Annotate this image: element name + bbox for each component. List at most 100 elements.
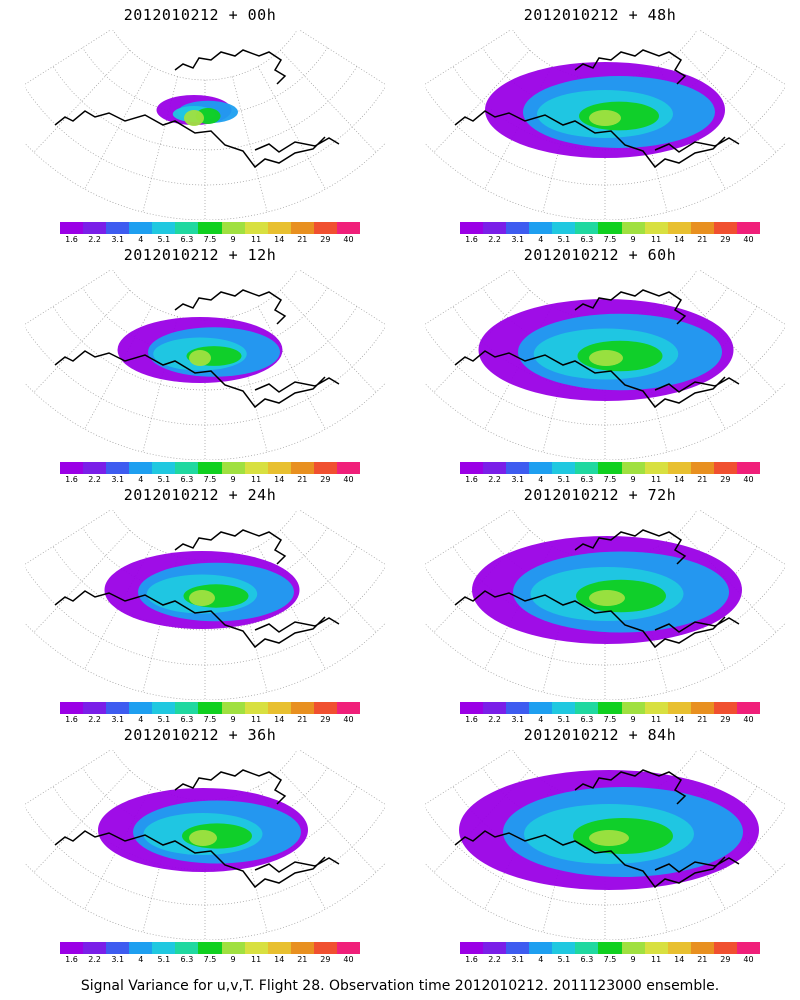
colorbar-swatch: [713, 702, 737, 714]
colorbar-label: 6.3: [180, 475, 194, 484]
colorbar-swatch: [690, 222, 714, 234]
colorbar-label: 7.5: [203, 235, 217, 244]
colorbar-label: 21: [297, 475, 308, 484]
colorbar-swatch: [60, 222, 84, 234]
colorbar-swatch: [175, 222, 199, 234]
polar-map: [25, 270, 385, 460]
latitude-line: [82, 767, 328, 836]
colorbar-label: 4: [138, 475, 144, 484]
colorbar-label: 9: [230, 475, 236, 484]
colorbar: [60, 942, 361, 954]
coastline: [54, 49, 340, 169]
colorbar-label: 40: [343, 715, 354, 724]
colorbar-swatch: [690, 702, 714, 714]
colorbar-swatch: [483, 702, 507, 714]
colorbar-label: 21: [297, 955, 308, 964]
latitude-line: [82, 47, 328, 116]
colorbar-swatch: [83, 942, 107, 954]
colorbar-swatch: [290, 942, 314, 954]
colorbar-swatch: [244, 222, 268, 234]
colorbar-labels: 1.6 2.2 3.1 4 5.1 6.3 7.5 9 11 14 21 29 40: [460, 715, 760, 725]
colorbar-swatch: [529, 702, 553, 714]
colorbar-swatch: [690, 942, 714, 954]
colorbar-labels: 1.6 2.2 3.1 4 5.1 6.3 7.5 9 11 14 21 29 40: [60, 475, 360, 485]
colorbar-label: 6.3: [180, 235, 194, 244]
colorbar-swatch: [506, 222, 530, 234]
colorbar-swatch: [713, 462, 737, 474]
meridian-line: [232, 556, 268, 693]
colorbar-label: 14: [674, 955, 685, 964]
colorbar-label: 40: [343, 475, 354, 484]
colorbar-label: 1.6: [65, 715, 78, 724]
colorbar-swatch: [460, 222, 484, 234]
colorbar-label: 5.1: [157, 715, 171, 724]
colorbar-swatch: [621, 222, 645, 234]
meridian-line: [298, 510, 385, 565]
latitude-line: [425, 382, 785, 460]
meridian-line: [425, 750, 512, 805]
colorbar-swatch: [529, 222, 553, 234]
colorbar-swatch: [621, 462, 645, 474]
meridian-line: [84, 66, 153, 190]
variance-contour: [189, 830, 217, 846]
variance-contour: [589, 110, 621, 126]
latitude-line: [425, 622, 785, 700]
colorbar-label: 21: [297, 235, 308, 244]
colorbar-labels: 1.6 2.2 3.1 4 5.1 6.3 7.5 9 11 14 21 29 40: [60, 955, 360, 965]
meridian-line: [25, 750, 112, 805]
colorbar-swatch: [552, 702, 576, 714]
polar-map: [425, 270, 785, 460]
colorbar-label: 40: [743, 235, 754, 244]
colorbar-swatch: [83, 462, 107, 474]
colorbar-label: 4: [538, 235, 544, 244]
colorbar-swatch: [198, 942, 222, 954]
colorbar-label: 40: [343, 235, 354, 244]
colorbar-label: 29: [720, 235, 731, 244]
colorbar-swatch: [175, 702, 199, 714]
colorbar-label: 3.1: [511, 235, 525, 244]
colorbar-label: 9: [630, 955, 636, 964]
colorbar-swatch: [644, 702, 668, 714]
meridian-line: [698, 270, 785, 325]
coastline: [54, 289, 340, 409]
colorbar-label: 1.6: [465, 955, 478, 964]
colorbar-swatch: [152, 942, 176, 954]
meridian-line: [232, 76, 268, 213]
meridian-line: [33, 289, 130, 393]
colorbar: [460, 942, 761, 954]
colorbar-label: 9: [230, 715, 236, 724]
colorbar-label: 5.1: [557, 475, 571, 484]
colorbar-swatch: [667, 462, 691, 474]
meridian-line: [33, 49, 130, 153]
colorbar-label: 7.5: [203, 955, 217, 964]
panel-title: 2012010212 + 60h: [523, 246, 677, 264]
colorbar-swatch: [713, 942, 737, 954]
colorbar-swatch: [221, 222, 245, 234]
colorbar-label: 1.6: [465, 475, 478, 484]
meridian-line: [280, 529, 377, 633]
latitude-line: [25, 142, 385, 220]
graticule: [25, 510, 385, 700]
colorbar-label: 1.6: [65, 955, 78, 964]
colorbar-label: 40: [743, 955, 754, 964]
colorbar: [460, 462, 761, 474]
colorbar-label: 11: [651, 715, 662, 724]
meridian-line: [280, 289, 377, 393]
colorbar-label: 14: [274, 235, 285, 244]
colorbar-label: 6.3: [580, 475, 594, 484]
colorbar-label: 11: [251, 955, 262, 964]
latitude-line: [425, 862, 785, 940]
colorbar-swatch: [313, 222, 337, 234]
variance-field: [98, 788, 308, 872]
colorbar: [460, 702, 761, 714]
colorbar-label: 2.2: [488, 475, 501, 484]
meridian-line: [298, 750, 385, 805]
colorbar-label: 7.5: [603, 955, 617, 964]
colorbar-swatch: [106, 222, 130, 234]
variance-field: [485, 62, 725, 158]
variance-field: [478, 299, 734, 401]
latitude-line: [112, 510, 298, 561]
polar-map: [425, 510, 785, 700]
latitude-line: [112, 30, 298, 81]
colorbar-swatch: [267, 222, 291, 234]
